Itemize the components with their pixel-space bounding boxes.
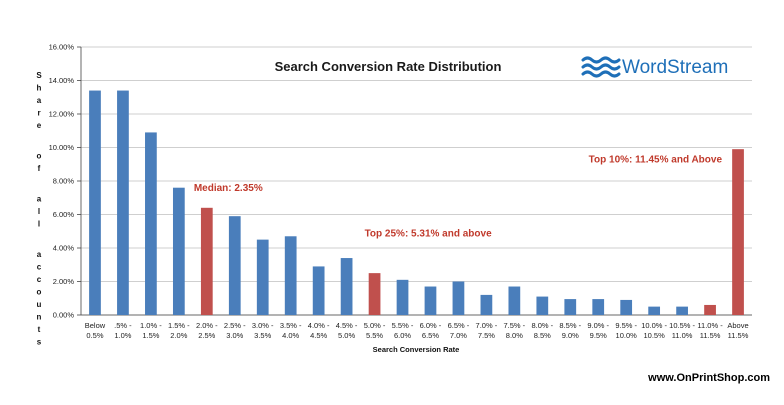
y-title-letter: s [37, 338, 42, 347]
bar [480, 294, 493, 315]
bar [172, 187, 185, 315]
y-axis-ticks: 0.00% 2.00% 4.00% 6.00% 8.00% 10.00% 12.00% 14.… [49, 43, 75, 320]
bar [284, 236, 297, 315]
bar [564, 299, 577, 315]
bar [89, 90, 101, 315]
x-tick-label: 3.5% -4.0% [280, 321, 302, 340]
bar [704, 304, 716, 315]
bar [676, 306, 688, 315]
bar [452, 281, 465, 315]
x-tick-label: 1.0% -1.5% [140, 321, 162, 340]
annotation-label: Median: 2.35% [194, 183, 263, 194]
y-tick-label: 2.00% [53, 277, 75, 286]
bar [508, 286, 521, 315]
x-tick-label: 8.0% -8.5% [531, 321, 553, 340]
y-title-letter: c [37, 263, 42, 272]
bar [732, 149, 744, 315]
x-tick-label: 5.5% -6.0% [392, 321, 414, 340]
x-axis-title: Search Conversion Rate [373, 345, 460, 354]
y-title-letter: o [37, 152, 42, 161]
y-title-letter: n [37, 313, 42, 322]
y-title-letter: S [36, 71, 42, 80]
y-tick-label: 4.00% [53, 244, 75, 253]
y-title-letter: l [38, 220, 40, 229]
bar [424, 286, 437, 315]
y-tick-label: 16.00% [49, 43, 75, 52]
bar [592, 299, 605, 315]
brand-name: WordStream [622, 57, 728, 78]
bar [117, 90, 129, 315]
y-title-letter: t [38, 325, 41, 334]
bar [340, 258, 353, 315]
bar [368, 273, 381, 315]
x-tick-label: 1.5% -2.0% [168, 321, 190, 340]
x-tick-label: 9.0% -9.5% [587, 321, 609, 340]
bars-layer [89, 90, 744, 315]
bar [620, 299, 633, 315]
x-tick-label: 3.0% -3.5% [252, 321, 274, 340]
y-title-letter: a [37, 96, 42, 105]
y-title-letter: f [38, 164, 41, 173]
x-tick-label: 7.0% -7.5% [476, 321, 498, 340]
bar [200, 207, 213, 315]
x-tick-label: 11.0% -11.5% [697, 321, 723, 340]
y-tick-label: 6.00% [53, 210, 75, 219]
x-tick-label: 10.5% -11.0% [669, 321, 695, 340]
bar [256, 239, 269, 315]
x-tick-label: 10.0% -10.5% [641, 321, 667, 340]
annotation-label: Top 25%: 5.31% and above [365, 228, 493, 239]
y-title-letter: u [37, 300, 42, 309]
x-tick-label: .5% -1.0% [114, 321, 132, 340]
bar [648, 306, 661, 315]
x-tick-label: 2.0% -2.5% [196, 321, 218, 340]
y-tick-label: 0.00% [53, 311, 75, 320]
y-title-letter: l [38, 207, 40, 216]
y-title-letter: o [37, 288, 42, 297]
annotations-layer: Median: 2.35% Top 25%: 5.31% and above Top… [194, 155, 723, 240]
x-tick-label: 4.0% -4.5% [308, 321, 330, 340]
bar [536, 296, 549, 315]
bar [396, 279, 409, 315]
y-tick-label: 12.00% [49, 110, 75, 119]
bar [228, 216, 241, 315]
wordstream-logo: WordStream [581, 56, 728, 78]
y-title-letter: c [37, 275, 42, 284]
chart-title: Search Conversion Rate Distribution [275, 59, 502, 74]
x-tick-label: 6.0% -6.5% [420, 321, 442, 340]
x-tick-label: 6.5% -7.0% [448, 321, 470, 340]
y-title-letter: e [37, 121, 42, 130]
x-tick-label: 7.5% -8.0% [504, 321, 526, 340]
y-tick-label: 14.00% [49, 76, 75, 85]
wave-icon [581, 56, 621, 78]
y-title-letter: a [37, 250, 42, 259]
y-tick-label: 10.00% [49, 143, 75, 152]
grid-layer [77, 46, 752, 316]
x-tick-label: Below 0.5% [85, 321, 106, 340]
annotation-label: Top 10%: 11.45% and Above [589, 155, 723, 166]
y-tick-label: 8.00% [53, 177, 75, 186]
x-axis-ticks: Below 0.5% .5% -1.0% 1.0% -1.5% 1.5% -2.0% 2.… [85, 321, 749, 340]
bar [312, 266, 325, 315]
x-tick-label: 8.5% -9.0% [559, 321, 581, 340]
y-title-letter: h [37, 84, 42, 93]
footer-site-url: www.OnPrintShop.com [648, 372, 770, 384]
x-tick-label: 9.5% -10.0% [615, 321, 637, 340]
x-tick-label: 4.5% -5.0% [336, 321, 358, 340]
bar [145, 132, 157, 315]
x-tick-label: 5.0% -5.5% [364, 321, 386, 340]
y-title-letter: a [37, 195, 42, 204]
x-tick-label: Above 11.5% [727, 321, 748, 340]
y-title-letter: r [37, 109, 40, 118]
x-tick-label: 2.5% -3.0% [224, 321, 246, 340]
